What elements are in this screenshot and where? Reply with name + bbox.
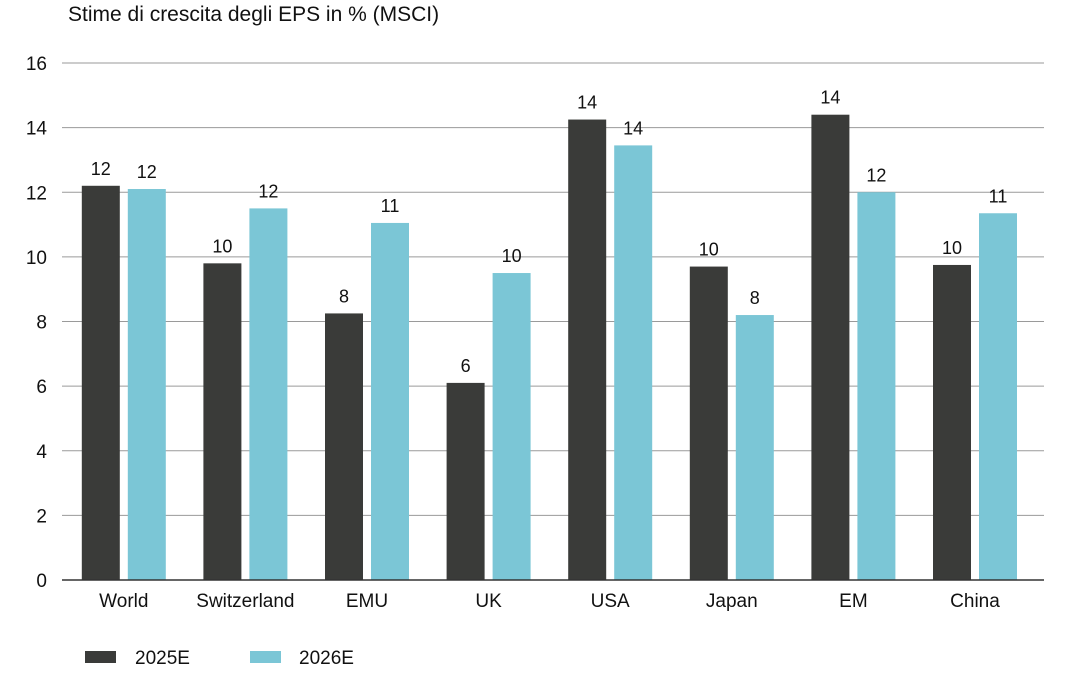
chart-title: Stime di crescita degli EPS in % (MSCI) [68, 3, 439, 26]
legend-swatch-2025e [85, 651, 116, 663]
legend-label-2025e: 2025E [135, 648, 190, 669]
x-tick-label: Switzerland [196, 591, 294, 612]
legend-label-2026e: 2026E [299, 648, 354, 669]
data-label-2026e: 14 [623, 118, 643, 138]
y-tick-label: 10 [26, 248, 47, 269]
x-tick-label: Japan [706, 591, 758, 612]
data-label-2025e: 10 [942, 238, 962, 258]
x-axis-ticks: World Switzerland EMU UK USA Japan EM China [99, 591, 1000, 612]
data-label-2026e: 12 [866, 165, 886, 185]
y-tick-label: 4 [36, 442, 47, 463]
data-label-2026e: 10 [502, 246, 522, 266]
bar-2025e [689, 266, 728, 580]
bar-2025e [568, 119, 607, 580]
y-tick-label: 14 [26, 119, 48, 140]
data-label-2026e: 12 [258, 181, 278, 201]
data-labels: 12 12 10 12 8 11 6 10 14 14 10 8 14 12 10 11 [91, 88, 1008, 376]
x-tick-label: EMU [346, 591, 388, 612]
data-label-2025e: 14 [820, 88, 840, 108]
bar-2025e [446, 382, 485, 580]
y-tick-label: 16 [26, 54, 47, 75]
bar-2025e [811, 114, 850, 580]
bar-2026e [127, 189, 166, 581]
data-label-2026e: 8 [750, 288, 760, 308]
bar-2025e [81, 185, 120, 580]
bar-2025e [933, 264, 971, 580]
bar-2026e [979, 213, 1017, 581]
bar-2026e [371, 222, 409, 580]
bar-2026e [614, 145, 653, 580]
bars [81, 114, 1017, 581]
data-label-2026e: 11 [381, 196, 400, 216]
legend-swatch-2026e [250, 651, 281, 663]
y-tick-label: 12 [26, 183, 47, 204]
bar-2025e [325, 313, 363, 580]
x-tick-label: EM [839, 591, 868, 612]
x-tick-label: UK [475, 591, 502, 612]
data-label-2025e: 6 [461, 356, 471, 376]
bar-2026e [857, 192, 896, 580]
data-label-2025e: 14 [577, 93, 597, 113]
legend: 2025E 2026E [85, 648, 354, 669]
x-tick-label: USA [591, 591, 630, 612]
x-tick-label: China [950, 591, 1000, 612]
data-label-2025e: 8 [339, 286, 349, 306]
y-tick-label: 0 [36, 571, 47, 592]
bar-2025e [203, 263, 242, 580]
data-label-2026e: 12 [137, 162, 157, 182]
y-axis-ticks: 0 2 4 6 8 10 12 14 16 [26, 54, 48, 592]
x-tick-label: World [99, 591, 148, 612]
bar-2026e [735, 315, 774, 580]
data-label-2025e: 10 [212, 236, 232, 256]
y-tick-label: 8 [36, 313, 47, 334]
y-tick-label: 2 [36, 506, 47, 527]
data-label-2025e: 10 [699, 240, 719, 260]
data-label-2026e: 11 [989, 186, 1008, 206]
data-label-2025e: 12 [91, 159, 111, 179]
bar-2026e [492, 273, 531, 580]
bar-2026e [249, 208, 288, 580]
y-tick-label: 6 [36, 377, 47, 398]
